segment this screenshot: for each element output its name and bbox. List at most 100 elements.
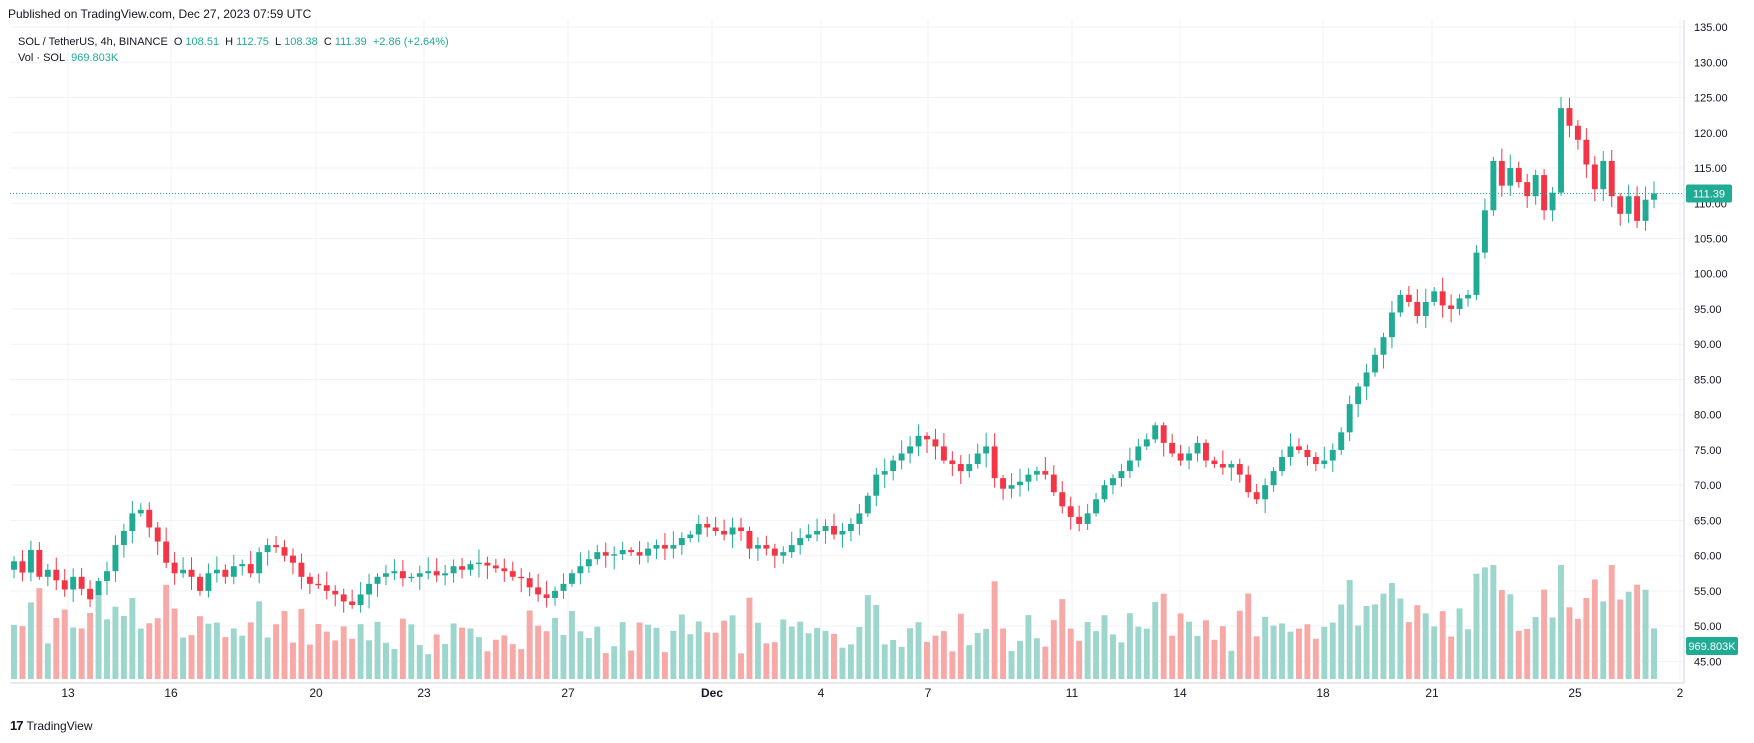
- volume-bar: [1617, 599, 1624, 679]
- candle-body: [1651, 193, 1657, 200]
- volume-bar: [1245, 593, 1252, 679]
- volume-bar: [239, 635, 246, 679]
- volume-bar: [120, 615, 127, 679]
- candle-body: [1093, 499, 1100, 514]
- volume-bar: [1126, 613, 1133, 679]
- volume-bar: [256, 601, 263, 679]
- candle-body: [653, 545, 660, 549]
- candle-body: [754, 545, 761, 549]
- candle-body: [129, 513, 136, 531]
- volume-bar: [1456, 608, 1463, 679]
- candle-body: [1059, 492, 1066, 507]
- candle-body: [1422, 301, 1429, 317]
- volume-bar: [1414, 605, 1421, 679]
- volume-bar: [290, 642, 296, 679]
- volume-bar: [628, 650, 635, 679]
- volume-bar: [1439, 611, 1446, 679]
- candle-body: [1439, 291, 1446, 306]
- candle-body: [577, 566, 584, 574]
- candle-body: [95, 581, 102, 600]
- candle-body: [1549, 192, 1556, 211]
- candle-body: [636, 552, 643, 556]
- candle-body: [36, 550, 43, 577]
- candle-body: [1203, 442, 1209, 461]
- volume-label[interactable]: Vol · SOL: [18, 52, 66, 64]
- volume-bar: [213, 622, 220, 679]
- symbol-label[interactable]: SOL / TetherUS, 4h, BINANCE: [18, 36, 168, 48]
- candle-body: [1304, 449, 1311, 457]
- candle-body: [678, 538, 685, 546]
- volume-bar: [1422, 613, 1429, 679]
- candle-body: [1110, 478, 1116, 486]
- volume-bar: [416, 645, 423, 679]
- candle-body: [1160, 425, 1167, 443]
- candle-body: [543, 594, 550, 598]
- volume-bar: [1465, 629, 1471, 679]
- tradingview-footer[interactable]: 17 TradingView: [10, 718, 93, 733]
- candle-body: [797, 538, 804, 546]
- volume-bar: [822, 630, 829, 679]
- candle-body: [349, 601, 356, 605]
- volume-bar: [695, 621, 702, 679]
- volume-bar: [222, 637, 229, 679]
- volume-bar: [36, 588, 43, 679]
- candle-body: [856, 513, 863, 524]
- volume-bar: [323, 631, 330, 679]
- candle-body: [70, 576, 77, 590]
- volume-bar: [1000, 628, 1007, 679]
- candle-body: [78, 576, 85, 589]
- candle-body: [518, 576, 525, 579]
- volume-bar: [61, 609, 68, 679]
- volume-bar: [873, 604, 880, 679]
- candle-body: [687, 534, 694, 539]
- y-tick-label: 115.00: [1694, 163, 1727, 175]
- candle-body: [788, 545, 795, 553]
- volume-bar: [577, 631, 584, 679]
- candle-body: [1076, 516, 1083, 524]
- volume-bar: [1253, 636, 1260, 679]
- candle-body: [298, 562, 305, 577]
- candle-body: [1591, 164, 1598, 190]
- volume-bar: [1583, 597, 1590, 679]
- candle-body: [594, 552, 601, 560]
- x-tick-label: 21: [1425, 686, 1439, 700]
- volume-bar: [780, 619, 787, 679]
- volume-bar: [1448, 636, 1455, 679]
- last-volume-badge: [1686, 637, 1738, 655]
- candle-body: [560, 583, 567, 591]
- candle-body: [222, 569, 229, 577]
- volume-bar: [425, 654, 432, 679]
- candle-body: [1228, 464, 1235, 468]
- volume-bar: [1574, 618, 1581, 679]
- x-tick-label: 16: [164, 686, 178, 700]
- volume-bar: [1549, 617, 1556, 679]
- candle-body: [104, 571, 110, 582]
- candle-body: [1608, 160, 1615, 197]
- y-tick-label: 65.00: [1694, 515, 1722, 527]
- candle-body: [1338, 432, 1345, 450]
- candle-body: [814, 530, 821, 535]
- volume-bar: [1211, 639, 1218, 679]
- volume-bar: [1524, 628, 1531, 679]
- volume-bar: [366, 640, 373, 679]
- candle-body: [983, 446, 990, 454]
- candle-body: [738, 527, 744, 531]
- candle-body: [822, 526, 829, 531]
- volume-bar: [340, 626, 347, 679]
- volume-bar: [552, 617, 558, 679]
- candle-body: [1465, 294, 1471, 299]
- volume-bar: [619, 622, 626, 679]
- volume-bar: [1355, 625, 1362, 679]
- y-tick-label: 60.00: [1694, 551, 1722, 563]
- candle-body: [619, 550, 626, 555]
- candle-body: [602, 552, 609, 556]
- candle-body: [670, 545, 677, 549]
- volume-bar: [11, 624, 17, 679]
- candle-body: [991, 446, 998, 479]
- y-tick-label: 50.00: [1694, 621, 1722, 633]
- candle-body: [230, 566, 237, 577]
- candle-body: [61, 580, 68, 590]
- volume-bar: [687, 634, 694, 679]
- brand-label: TradingView: [26, 718, 93, 733]
